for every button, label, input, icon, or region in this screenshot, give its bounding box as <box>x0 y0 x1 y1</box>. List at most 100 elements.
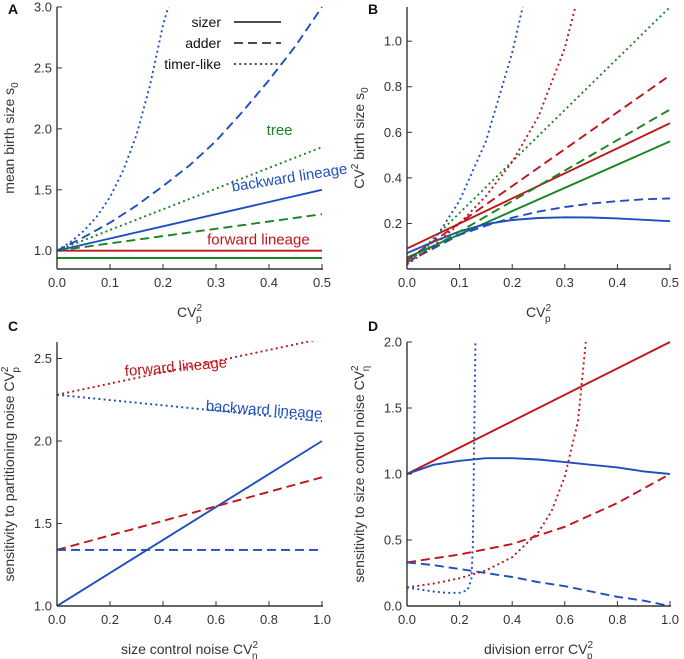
y-tick-label-b: 0.8 <box>384 79 402 94</box>
x-tick-label-b: 0.3 <box>556 275 574 290</box>
y-axis-label-d: sensitivity to size control noise CV2η <box>350 365 372 583</box>
series-group-c <box>57 341 323 606</box>
series-line-d-blue-dotted <box>407 341 477 594</box>
series-group-a <box>57 6 323 259</box>
x-axis-label-main: size control noise CV <box>121 641 253 657</box>
x-axis-label-b: CV2 p <box>526 303 551 325</box>
panel-label-c: C <box>8 318 18 334</box>
y-axis-label-main: sensitivity to size control noise CV <box>351 370 367 582</box>
series-line-b-red-dotted <box>407 6 577 266</box>
legend-label-sizer: sizer <box>191 14 221 30</box>
y-tick-label-a: 1.5 <box>34 182 52 197</box>
x-tick-label-c: 0.4 <box>154 612 172 627</box>
panel-label-b: B <box>368 1 378 17</box>
y-tick-label-d: 1.0 <box>384 467 402 482</box>
x-tick-label-c: 0.2 <box>101 612 119 627</box>
legend: sizer adder timer-like <box>164 14 281 72</box>
legend-label-adder: adder <box>185 35 221 51</box>
x-tick-label-d: 0.8 <box>608 612 626 627</box>
x-tick-label-b: 0.4 <box>608 275 626 290</box>
x-tick-label-a: 0.3 <box>207 275 225 290</box>
y-tick-label-c: 2.0 <box>34 434 52 449</box>
panel-label-a: A <box>8 1 18 17</box>
panel-a: A 0.0 0.1 0.2 0.3 0.4 0.5 1.0 1.5 2.0 2.5 3.0 CV2 p me… <box>1 0 348 325</box>
x-tick-label-b: 0.0 <box>398 275 416 290</box>
x-tick-label-a: 0.5 <box>313 275 331 290</box>
y-axis-label-sub: 0 <box>10 82 21 88</box>
x-axis-label-sub: p <box>545 314 551 325</box>
legend-label-timer-like: timer-like <box>164 56 221 72</box>
series-line-a-backward-sizer <box>57 188 323 252</box>
y-tick-label-b: 0.2 <box>384 216 402 231</box>
x-tick-label-a: 0.4 <box>260 275 278 290</box>
series-line-a-tree-adder <box>57 146 323 252</box>
y-tick-label-d: 0.5 <box>384 533 402 548</box>
x-axis-label-sub: η <box>252 651 258 659</box>
x-axis-label-main: CV <box>526 304 546 320</box>
x-tick-label-c: 0.6 <box>207 612 225 627</box>
series-line-b-blue-dashed <box>407 197 671 264</box>
series-line-c-red-dotted <box>57 341 316 396</box>
x-tick-label-b: 0.5 <box>661 275 679 290</box>
series-line-b-green-dotted <box>407 6 671 266</box>
y-axis-label-sub: η <box>361 366 372 372</box>
x-axis-label-sup: 2 <box>196 303 202 314</box>
x-axis-label-sup: 2 <box>252 640 258 651</box>
x-axis-label-sup: 2 <box>545 303 551 314</box>
y-axis-label-sub: p <box>11 367 22 373</box>
y-axis-label-rest: birth size s <box>351 93 367 164</box>
annotation-c-forward-lineage: forward lineage <box>124 354 228 380</box>
series-line-b-red-solid <box>407 122 671 250</box>
y-tick-label-c: 2.5 <box>34 351 52 366</box>
panel-d: D 0.0 0.2 0.4 0.6 0.8 1.0 0.0 0.5 1.0 1.5 2.0 divisi… <box>350 318 679 659</box>
x-tick-label-d: 0.2 <box>451 612 469 627</box>
x-axis-label-sub: p <box>196 314 202 325</box>
y-axis-label-sup: 2 <box>0 366 11 372</box>
annotation-c-backward-lineage: backward lineage <box>205 398 323 423</box>
x-axis-label-sup: 2 <box>587 640 593 651</box>
y-axis-label-main: mean birth size s <box>1 88 17 194</box>
x-axis-label-main: CV <box>177 304 197 320</box>
y-tick-label-d: 0.0 <box>384 599 402 614</box>
y-tick-label-b: 0.6 <box>384 125 402 140</box>
x-axis-label-d: division error CV2 p <box>484 640 593 659</box>
panel-label-d: D <box>368 318 378 334</box>
series-line-a-timer-like-dotted <box>57 6 170 252</box>
y-tick-label-a: 2.5 <box>34 60 52 75</box>
y-axis-label-c: sensitivity to partitioning noise CV2p <box>0 366 22 581</box>
series-line-d-red-dashed <box>407 473 671 564</box>
y-axis-label-main: sensitivity to partitioning noise CV <box>1 371 17 581</box>
y-tick-label-c: 1.0 <box>34 599 52 614</box>
series-line-b-red-dashed <box>407 74 671 261</box>
series-line-d-blue-dashed <box>407 561 671 606</box>
x-axis-label-main: division error CV <box>484 641 588 657</box>
series-line-c-red-dashed <box>57 476 323 551</box>
y-axis-label-main: CV <box>351 169 367 189</box>
y-axis-label-sup: 2 <box>350 163 361 169</box>
y-tick-label-b: 1.0 <box>384 34 402 49</box>
x-tick-label-a: 0.2 <box>154 275 172 290</box>
y-axis-label-a: mean birth size s0 <box>1 82 21 194</box>
y-tick-label-a: 1.0 <box>34 243 52 258</box>
x-axis-label-c: size control noise CV2 η <box>121 640 259 659</box>
annotation-a-forward-lineage: forward lineage <box>207 232 310 249</box>
series-line-c-blue-solid <box>57 440 323 606</box>
series-line-b-green-solid <box>407 140 671 259</box>
series-line-d-blue-solid <box>407 457 671 475</box>
x-tick-label-d: 0.4 <box>503 612 521 627</box>
x-tick-label-c: 0.8 <box>260 612 278 627</box>
x-tick-label-b: 0.2 <box>503 275 521 290</box>
x-axis-label-sub: p <box>587 651 593 659</box>
series-group-d <box>407 341 671 606</box>
series-line-b-blue-dotted <box>407 6 524 263</box>
x-tick-label-a: 0.0 <box>48 275 66 290</box>
series-line-a-backward-adder <box>57 213 323 252</box>
x-tick-label-c: 0.0 <box>48 612 66 627</box>
x-tick-label-d: 0.0 <box>398 612 416 627</box>
panel-c: C 0.0 0.2 0.4 0.6 0.8 1.0 1.0 1.5 2.0 2.5 size cont… <box>0 318 331 659</box>
x-axis-label-a: CV2 p <box>177 303 202 325</box>
y-axis-label-b: CV2 birth size s0 <box>350 87 371 189</box>
x-tick-label-a: 0.1 <box>101 275 119 290</box>
x-tick-label-d: 0.6 <box>556 612 574 627</box>
